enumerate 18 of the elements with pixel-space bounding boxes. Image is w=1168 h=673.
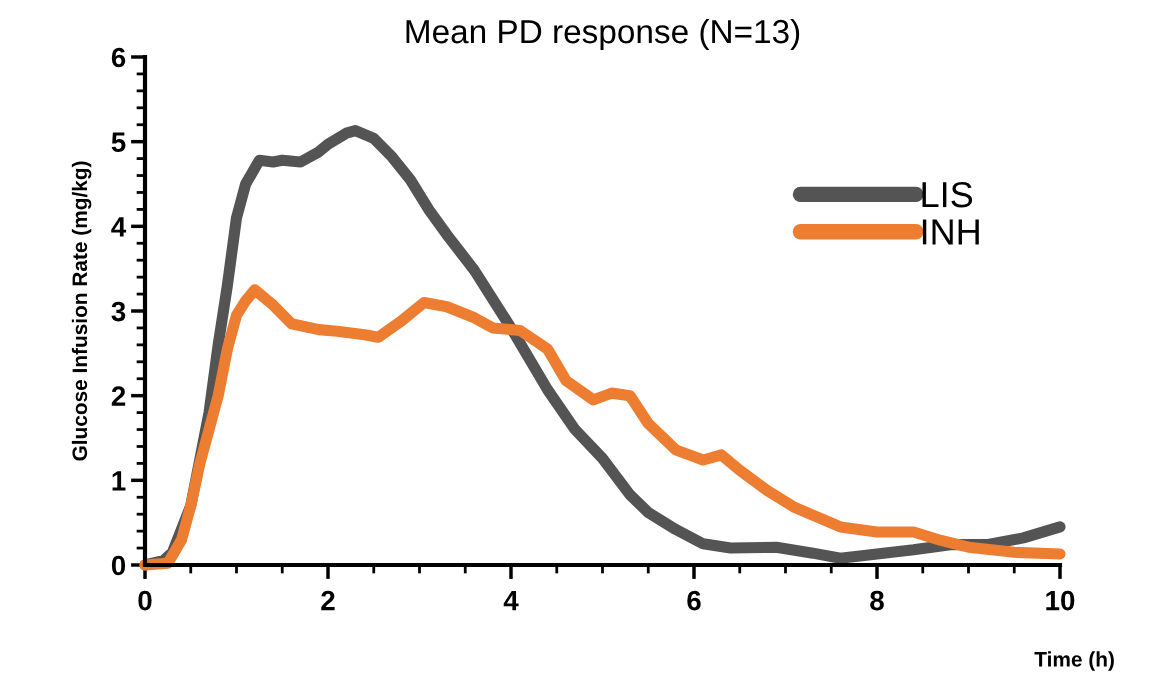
y-tick-label: 5 [111,132,126,153]
legend-label: LIS [922,181,973,208]
x-tick-label: 0 [138,590,152,611]
x-tick-label: 2 [321,590,335,611]
x-tick-label: 4 [503,591,519,611]
chart-title: Mean PD response (N=13) [406,18,800,51]
x-tick-label: 10 [1046,590,1075,611]
legend-label: INH [922,219,979,245]
y-tick-label: 4 [111,217,127,237]
y-tick-label: 6 [111,47,126,68]
y-tick-label: 3 [111,301,126,322]
x-axis-title: Time (h) [1034,651,1114,671]
y-tick-label: 1 [112,471,126,491]
y-tick-label: 0 [111,555,126,576]
x-tick-label: 8 [870,590,884,611]
y-tick-label: 2 [111,386,126,406]
y-axis-title: Glucose Infusion Rate (mg/kg) [71,161,92,461]
x-tick-label: 6 [687,590,701,611]
